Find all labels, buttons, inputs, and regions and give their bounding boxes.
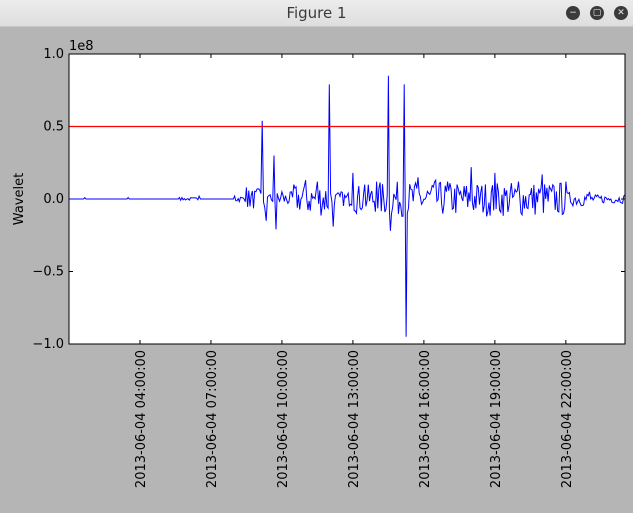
window-title: Figure 1 [286,4,347,22]
y-tick-label: −0.5 [32,265,64,280]
plot-frame [68,53,626,345]
x-tick-label: 2013-06-04 04:00:00 [134,350,149,488]
x-tick-label: 2013-06-04 22:00:00 [560,350,575,488]
title-bar[interactable]: Figure 1 − ▢ ✕ [0,0,633,27]
y-axis-label: Wavelet [12,173,27,225]
y-tick-label: 1.0 [43,47,64,62]
x-tick-label: 2013-06-04 16:00:00 [418,350,433,488]
figure-canvas: 1.0 0.5 0.0 −0.5 −1.0 2013-06-04 04:00:00 201… [0,27,633,509]
y-tick-label: 0.0 [43,192,64,207]
x-tick-label: 2013-06-04 10:00:00 [276,350,291,488]
x-tick-label: 2013-06-04 07:00:00 [205,350,220,488]
close-button[interactable]: ✕ [614,6,628,20]
x-tick-label: 2013-06-04 13:00:00 [347,350,362,488]
offset-label: 1e8 [69,39,94,54]
x-tick-label: 2013-06-04 19:00:00 [489,350,504,488]
wavelet-series-line [69,75,626,337]
minimize-button[interactable]: − [566,6,580,20]
y-tick-label: −1.0 [32,337,64,352]
wavelet-chart: 1.0 0.5 0.0 −0.5 −1.0 2013-06-04 04:00:00 201… [12,39,626,488]
maximize-button[interactable]: ▢ [590,6,604,20]
y-tick-label: 0.5 [43,120,64,135]
